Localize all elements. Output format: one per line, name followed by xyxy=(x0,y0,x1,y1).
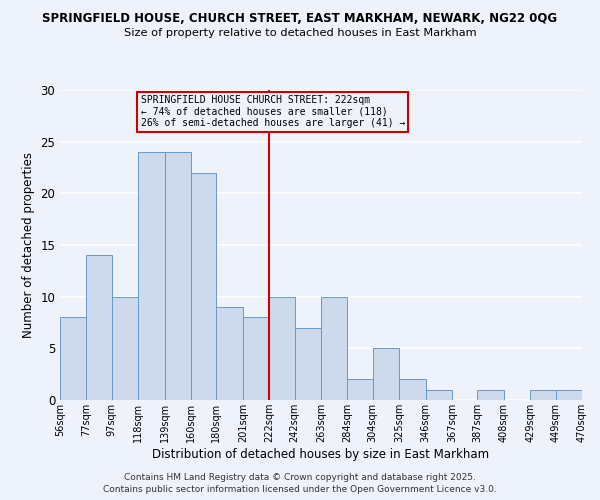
Text: SPRINGFIELD HOUSE, CHURCH STREET, EAST MARKHAM, NEWARK, NG22 0QG: SPRINGFIELD HOUSE, CHURCH STREET, EAST M… xyxy=(43,12,557,26)
Bar xyxy=(530,390,556,400)
Bar xyxy=(191,172,217,400)
Bar xyxy=(164,152,191,400)
Bar xyxy=(86,256,112,400)
Bar xyxy=(556,390,582,400)
Bar xyxy=(60,318,86,400)
Bar xyxy=(425,390,452,400)
Text: SPRINGFIELD HOUSE CHURCH STREET: 222sqm
← 74% of detached houses are smaller (11: SPRINGFIELD HOUSE CHURCH STREET: 222sqm … xyxy=(140,95,405,128)
Text: Contains public sector information licensed under the Open Government Licence v3: Contains public sector information licen… xyxy=(103,485,497,494)
Bar xyxy=(269,296,295,400)
Bar xyxy=(217,307,243,400)
Bar xyxy=(112,296,138,400)
Bar xyxy=(138,152,164,400)
Text: Contains HM Land Registry data © Crown copyright and database right 2025.: Contains HM Land Registry data © Crown c… xyxy=(124,472,476,482)
Bar xyxy=(399,380,425,400)
Bar xyxy=(478,390,504,400)
Bar xyxy=(295,328,321,400)
Bar xyxy=(321,296,347,400)
Bar xyxy=(347,380,373,400)
Text: Size of property relative to detached houses in East Markham: Size of property relative to detached ho… xyxy=(124,28,476,38)
Bar xyxy=(243,318,269,400)
Bar xyxy=(373,348,399,400)
Y-axis label: Number of detached properties: Number of detached properties xyxy=(22,152,35,338)
X-axis label: Distribution of detached houses by size in East Markham: Distribution of detached houses by size … xyxy=(152,448,490,461)
